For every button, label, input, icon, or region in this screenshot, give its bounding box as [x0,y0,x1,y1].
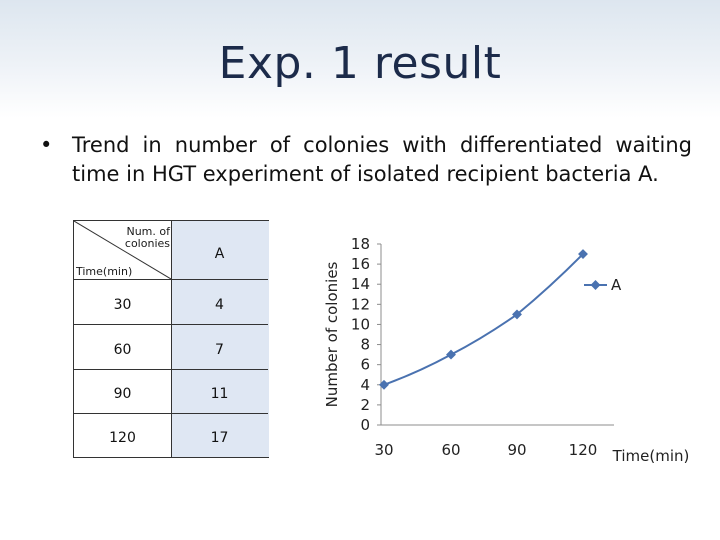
slide-title: Exp. 1 result [218,38,502,89]
table-divider [74,324,268,325]
bullet-text: Trend in number of colonies with differe… [72,133,692,186]
data-point-marker [446,349,456,360]
table-time-cell: 30 [113,297,132,313]
data-point-marker [578,249,588,260]
x-tick-label: 120 [569,441,598,459]
y-tick-label: 16 [351,255,370,273]
table-value-cell: 7 [215,342,224,358]
y-tick-label: 0 [360,416,370,434]
table-time-cell: 90 [113,386,132,402]
x-axis-label: Time(min) [612,447,690,465]
table-corner-diagonal [74,221,171,279]
y-tick-label: 2 [360,396,370,414]
table-value-cell: 17 [210,430,229,446]
x-tick-label: 60 [441,441,460,459]
bullet-dot-icon: • [40,133,53,157]
table-divider [74,369,268,370]
table-value-column [171,221,269,457]
table-column-header: A [214,246,225,262]
data-point-marker [379,379,389,390]
legend-marker [590,280,601,290]
table-value-cell: 4 [215,297,224,313]
data-table: Num. of colonies Time(min) A 30 4 60 7 9… [73,220,269,458]
y-tick-label: 12 [351,295,370,313]
title-band [0,0,720,118]
y-tick-label: 14 [351,275,370,293]
x-tick-label: 90 [507,441,526,459]
y-axis-label: Number of colonies [323,261,341,407]
legend-label: A [611,276,622,294]
data-point-marker [512,309,522,320]
series-line-a [383,253,584,386]
table-divider [74,413,268,414]
table-time-cell: 120 [109,430,136,446]
table-value-cell: 11 [210,386,229,402]
y-tick-label: 6 [360,356,370,374]
y-tick-label: 10 [351,315,370,333]
y-tick-label: 18 [351,235,370,253]
table-time-cell: 60 [113,342,132,358]
table-corner-top-label: Num. of colonies [124,225,170,250]
x-tick-label: 30 [374,441,393,459]
y-tick-label: 4 [360,376,370,394]
table-corner-bottom-label: Time(min) [76,265,133,278]
y-tick-label: 8 [360,336,370,354]
table-divider [74,279,268,280]
